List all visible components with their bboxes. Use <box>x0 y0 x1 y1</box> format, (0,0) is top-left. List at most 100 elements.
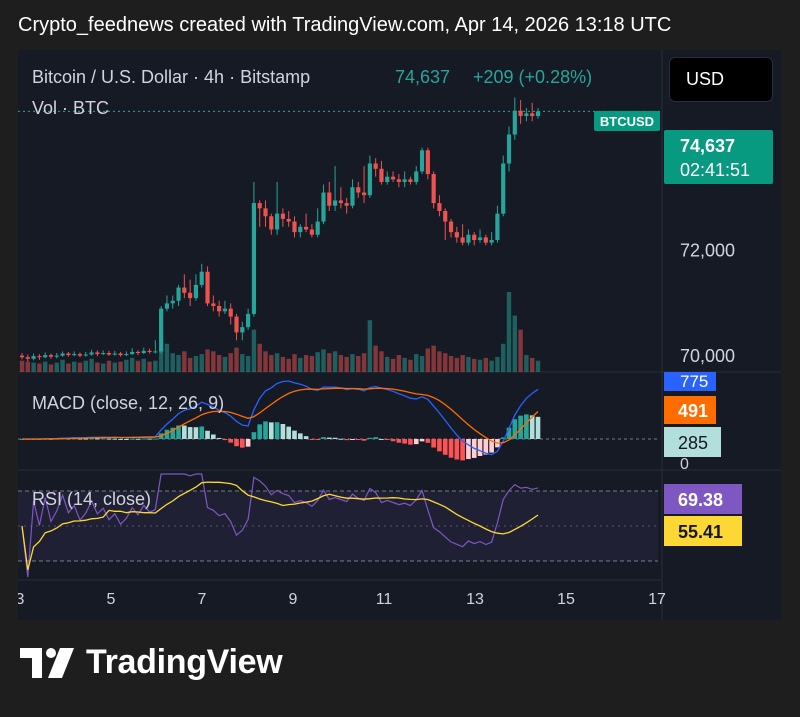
macd-hist-bar <box>153 438 158 440</box>
macd-hist-bar <box>518 415 523 439</box>
macd-hist-bar <box>286 426 292 439</box>
macd-hist-bar <box>164 429 170 439</box>
macd-hist-bar <box>280 424 286 439</box>
candle-body <box>489 240 494 243</box>
candle-body <box>448 221 454 233</box>
candle-body <box>89 352 94 355</box>
time-tick: 5 <box>107 591 116 608</box>
volume-bar <box>443 353 448 372</box>
macd-hist-bar <box>309 439 315 440</box>
rsi-ma-badge <box>664 516 742 546</box>
macd-hist-bar <box>489 439 494 453</box>
candle-body <box>222 308 228 312</box>
candle-body <box>37 356 42 358</box>
candle-body <box>251 203 256 314</box>
signal-badge <box>664 396 716 424</box>
macd-hist-bar <box>321 437 326 439</box>
macd-hist-bar <box>413 439 419 445</box>
volume-bar <box>321 349 326 372</box>
volume-bar <box>512 315 518 372</box>
candle-body <box>431 174 436 204</box>
macd-hist-bar <box>118 438 123 440</box>
macd-hist-bar <box>135 438 141 440</box>
macd-hist-bar <box>89 438 94 440</box>
macd-hist-bar <box>100 438 106 440</box>
volume-bar <box>524 355 529 372</box>
macd-hist-bar <box>483 439 489 455</box>
macd-hist-bar <box>460 439 465 461</box>
volume-bar <box>529 357 535 372</box>
candle-body <box>170 300 175 304</box>
chart-svg[interactable]: Bitcoin / U.S. Dollar · 4h · Bitstamp 74… <box>16 50 781 620</box>
volume-bars <box>19 292 541 372</box>
rsi-badge-text: 69.38 <box>678 490 723 510</box>
volume-bar <box>158 348 164 372</box>
time-tick: 11 <box>376 591 393 608</box>
candle-body <box>106 352 112 355</box>
volume-bar <box>193 356 199 372</box>
legend-rsi[interactable]: RSI (14, close) <box>32 489 151 509</box>
macd-hist-bar <box>83 438 89 440</box>
candle-body <box>477 237 483 241</box>
candle-body <box>164 303 170 309</box>
tradingview-mark-icon <box>20 648 74 678</box>
volume-bar <box>274 353 280 372</box>
volume-bar <box>240 354 245 372</box>
macd-hist-bar <box>129 438 135 440</box>
volume-bar <box>367 320 373 372</box>
currency-button[interactable]: USD <box>669 57 773 102</box>
candle-body <box>176 287 181 301</box>
legend-volume[interactable]: Vol · BTC <box>32 98 109 118</box>
candle-body <box>257 203 262 209</box>
volume-bar <box>431 345 436 372</box>
macd-hist-bar <box>170 427 176 439</box>
tradingview-logo[interactable]: TradingView <box>20 642 283 682</box>
tradingview-wordmark: TradingView <box>86 642 283 681</box>
volume-bar <box>535 360 541 372</box>
volume-bar <box>71 361 77 372</box>
candle-body <box>402 179 407 182</box>
macd-hist-bar <box>338 438 344 440</box>
volume-bar <box>222 356 228 372</box>
volume-bar <box>269 355 274 372</box>
macd-hist-bar <box>373 437 378 439</box>
legend-macd[interactable]: MACD (close, 12, 26, 9) <box>32 393 224 413</box>
volume-bar <box>280 356 286 372</box>
macd-hist-bar <box>448 439 454 458</box>
volume-bar <box>338 355 344 372</box>
chart-area[interactable]: Bitcoin / U.S. Dollar · 4h · Bitstamp 74… <box>16 50 781 620</box>
macd-hist-bar <box>454 439 460 460</box>
candle-body <box>512 110 517 135</box>
candle-body <box>524 113 529 116</box>
volume-bar <box>303 355 309 372</box>
macd-hist-bar <box>176 425 181 439</box>
volume-bar <box>448 356 454 372</box>
volume-bar <box>257 343 262 372</box>
symbol-badge <box>594 111 660 131</box>
volume-bar <box>228 353 233 372</box>
volume-bar <box>286 358 291 372</box>
macd-hist-bar <box>257 424 263 439</box>
candle-body <box>153 351 158 353</box>
candle-body <box>367 163 372 196</box>
signal-line <box>22 387 539 444</box>
time-axis[interactable]: 3 5 7 9 11 13 15 17 <box>16 591 666 608</box>
candle-body <box>135 351 141 353</box>
candle-body <box>280 213 285 219</box>
candle-body <box>419 150 425 172</box>
macd-hist-bar <box>211 434 216 439</box>
macd-hist-bar <box>344 439 349 441</box>
time-tick: 13 <box>466 591 484 608</box>
candle-body <box>141 350 146 353</box>
volume-bar <box>402 357 407 372</box>
macd-hist-bar <box>228 439 234 443</box>
candle-body <box>72 354 77 356</box>
time-tick: 3 <box>18 591 25 608</box>
volume-bar <box>48 364 54 372</box>
legend-symbol[interactable]: Bitcoin / U.S. Dollar · 4h · Bitstamp <box>32 67 310 87</box>
chart-header: Crypto_feednews created with TradingView… <box>18 14 672 36</box>
candle-body <box>443 211 448 222</box>
volume-bar <box>118 361 123 372</box>
volume-bar <box>19 360 25 372</box>
candle-body <box>228 308 233 317</box>
